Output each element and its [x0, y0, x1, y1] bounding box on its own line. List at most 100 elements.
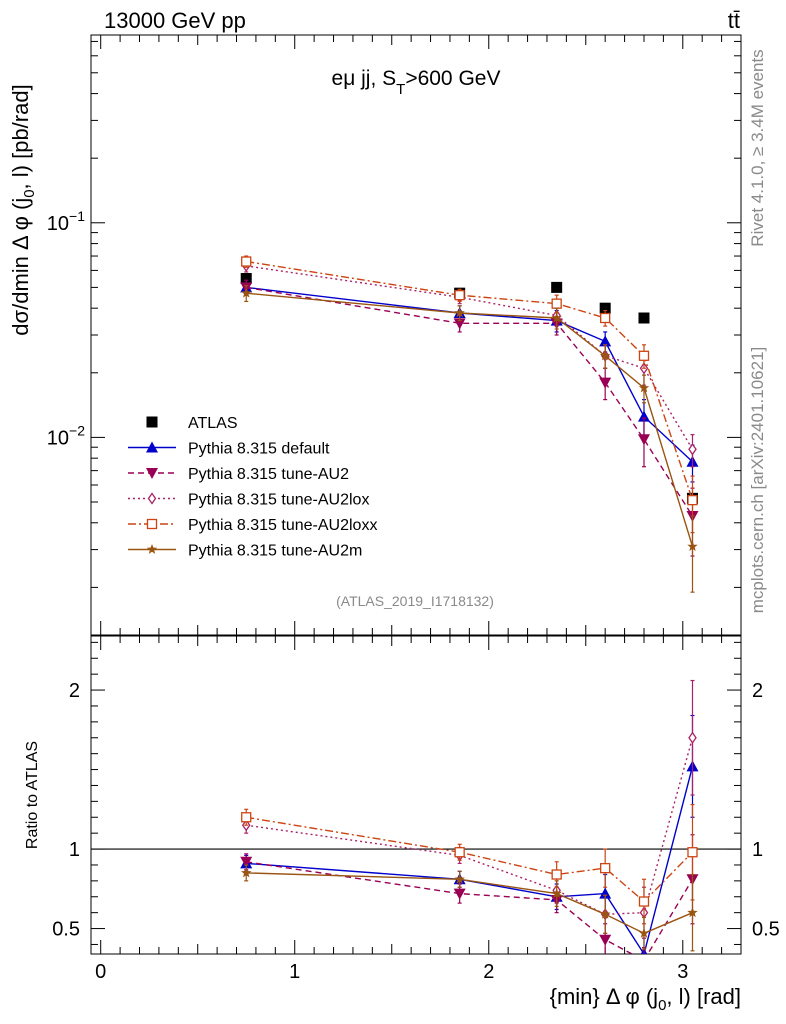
legend-item-2: Pythia 8.315 tune-AU2	[128, 466, 349, 483]
y-tick-label: 10−1	[47, 208, 85, 235]
ylabel-sub-0: 0	[21, 189, 38, 197]
data-point	[599, 350, 611, 361]
legend-label: Pythia 8.315 tune-AU2lox	[188, 492, 369, 509]
energy-label: 13000 GeV pp	[104, 8, 246, 33]
series-3	[241, 259, 697, 468]
data-point	[638, 382, 650, 393]
ratio-series-2	[241, 679, 697, 939]
ratio-data-point	[638, 896, 650, 907]
ratio-y-tick-label-right: 1	[752, 839, 763, 861]
legend-label: ATLAS	[188, 415, 238, 432]
data-point	[687, 494, 698, 506]
ratio-axis-ticks: 0.5 0.5 1 1 2 2 0 1 2 3	[52, 636, 780, 983]
data-point	[688, 443, 697, 456]
legend-marker	[146, 518, 158, 530]
ratio-series-line	[246, 766, 694, 954]
data-point	[551, 298, 562, 309]
series-5	[241, 284, 698, 593]
data-point	[599, 377, 612, 389]
legend-marker	[146, 441, 158, 453]
x-tick-label: 1	[289, 961, 300, 983]
data-point	[241, 256, 252, 267]
legend-marker	[146, 416, 158, 428]
ratio-y-tick-label: 0.5	[52, 919, 80, 941]
ratio-series-3	[241, 803, 698, 925]
ratio-data-point	[687, 847, 698, 858]
legend-item-3: Pythia 8.315 tune-AU2lox	[128, 492, 369, 509]
tick-exponent: −1	[69, 208, 85, 224]
ratio-frame	[90, 635, 742, 955]
data-point	[453, 318, 466, 330]
x-tick-label: 2	[483, 961, 494, 983]
data-point	[687, 541, 698, 551]
title-part-b: >600 GeV	[405, 67, 500, 90]
mcplots-label: mcplots.cern.ch [arXiv:2401.10621]	[748, 347, 767, 613]
legend: ATLAS Pythia 8.315 default Pythia 8.315 tu…	[128, 415, 377, 560]
legend-marker	[146, 468, 158, 479]
data-point	[454, 307, 465, 318]
ratio-data-point	[600, 862, 611, 874]
ratio-data-point	[688, 731, 697, 744]
ylabel-part-b: , l) [pb/rad]	[8, 84, 33, 189]
ratio-data-point	[241, 812, 252, 823]
ratio-series-line	[246, 816, 693, 903]
ratio-data-point	[638, 955, 650, 966]
ratio-series-group	[91, 679, 741, 966]
series-2	[240, 279, 699, 557]
ratio-series-line	[246, 737, 694, 916]
legend-item-4: Pythia 8.315 tune-AU2loxx	[128, 517, 377, 534]
ylabel-part-a: dσ/dmin Δ φ (j	[8, 198, 33, 336]
ratio-plot-panel: 0.5 0.5 1 1 2 2 0 1 2 3 Ratio to ATLAS	[24, 635, 780, 983]
series-line	[246, 292, 694, 547]
legend-label: Pythia 8.315 tune-AU2m	[188, 543, 362, 560]
data-point	[454, 290, 465, 301]
data-point	[551, 281, 563, 293]
tick-base: 10	[47, 427, 69, 449]
data-point	[637, 434, 650, 446]
x-tick-label: 0	[95, 961, 106, 983]
legend-marker	[146, 544, 158, 554]
ratio-data-point	[241, 867, 252, 878]
ratio-series-line	[246, 872, 693, 935]
x-axis-label: {min} Δ φ (j0, l) [rad]	[550, 984, 741, 1014]
y-tick-label: 10−2	[47, 422, 85, 449]
ratio-data-point	[599, 934, 612, 946]
data-point	[551, 312, 562, 323]
rivet-label: Rivet 4.1.0, ≥ 3.4M events	[748, 49, 767, 246]
legend-item-1: Pythia 8.315 default	[128, 441, 330, 458]
xlabel-sub-0: 0	[658, 997, 666, 1014]
ratio-y-tick-label: 1	[69, 839, 80, 861]
title-part-a: eμ jj, S	[332, 67, 397, 90]
series-line	[246, 286, 694, 517]
title-sub-T: T	[396, 81, 405, 98]
data-point	[638, 312, 650, 324]
main-ylabel: dσ/dmin Δ φ (j0, l) [pb/rad]	[8, 84, 38, 335]
tick-base: 10	[47, 213, 69, 235]
data-point	[241, 287, 252, 298]
main-series-group	[240, 255, 699, 593]
data-point	[638, 350, 650, 361]
series-4	[241, 255, 698, 534]
legend-label: Pythia 8.315 tune-AU2	[188, 466, 349, 483]
ratio-data-point	[240, 856, 253, 868]
analysis-tag: (ATLAS_2019_I1718132)	[336, 593, 494, 609]
legend-item-5: Pythia 8.315 tune-AU2m	[128, 543, 362, 560]
main-plot-panel: 10−110−2 eμ jj, ST>600 GeV dσ/dmin Δ φ (…	[8, 34, 742, 636]
main-axis-ticks: 10−110−2	[47, 35, 741, 635]
ratio-ylabel: Ratio to ATLAS	[24, 741, 41, 849]
ratio-series-4	[241, 864, 698, 952]
x-tick-label: 3	[677, 961, 688, 983]
ratio-data-point	[551, 869, 562, 880]
ratio-y-tick-label-right: 0.5	[752, 919, 780, 941]
ratio-data-point	[453, 888, 466, 900]
data-point	[599, 302, 611, 314]
ratio-data-point	[551, 888, 562, 898]
xlabel-part-a: {min} Δ φ (j	[550, 984, 658, 1009]
ratio-data-point	[599, 887, 612, 899]
ratio-data-point	[687, 907, 698, 918]
data-point	[599, 335, 612, 347]
tick-exponent: −2	[69, 422, 85, 438]
legend-label: Pythia 8.315 default	[188, 441, 330, 458]
series-line	[246, 260, 694, 501]
